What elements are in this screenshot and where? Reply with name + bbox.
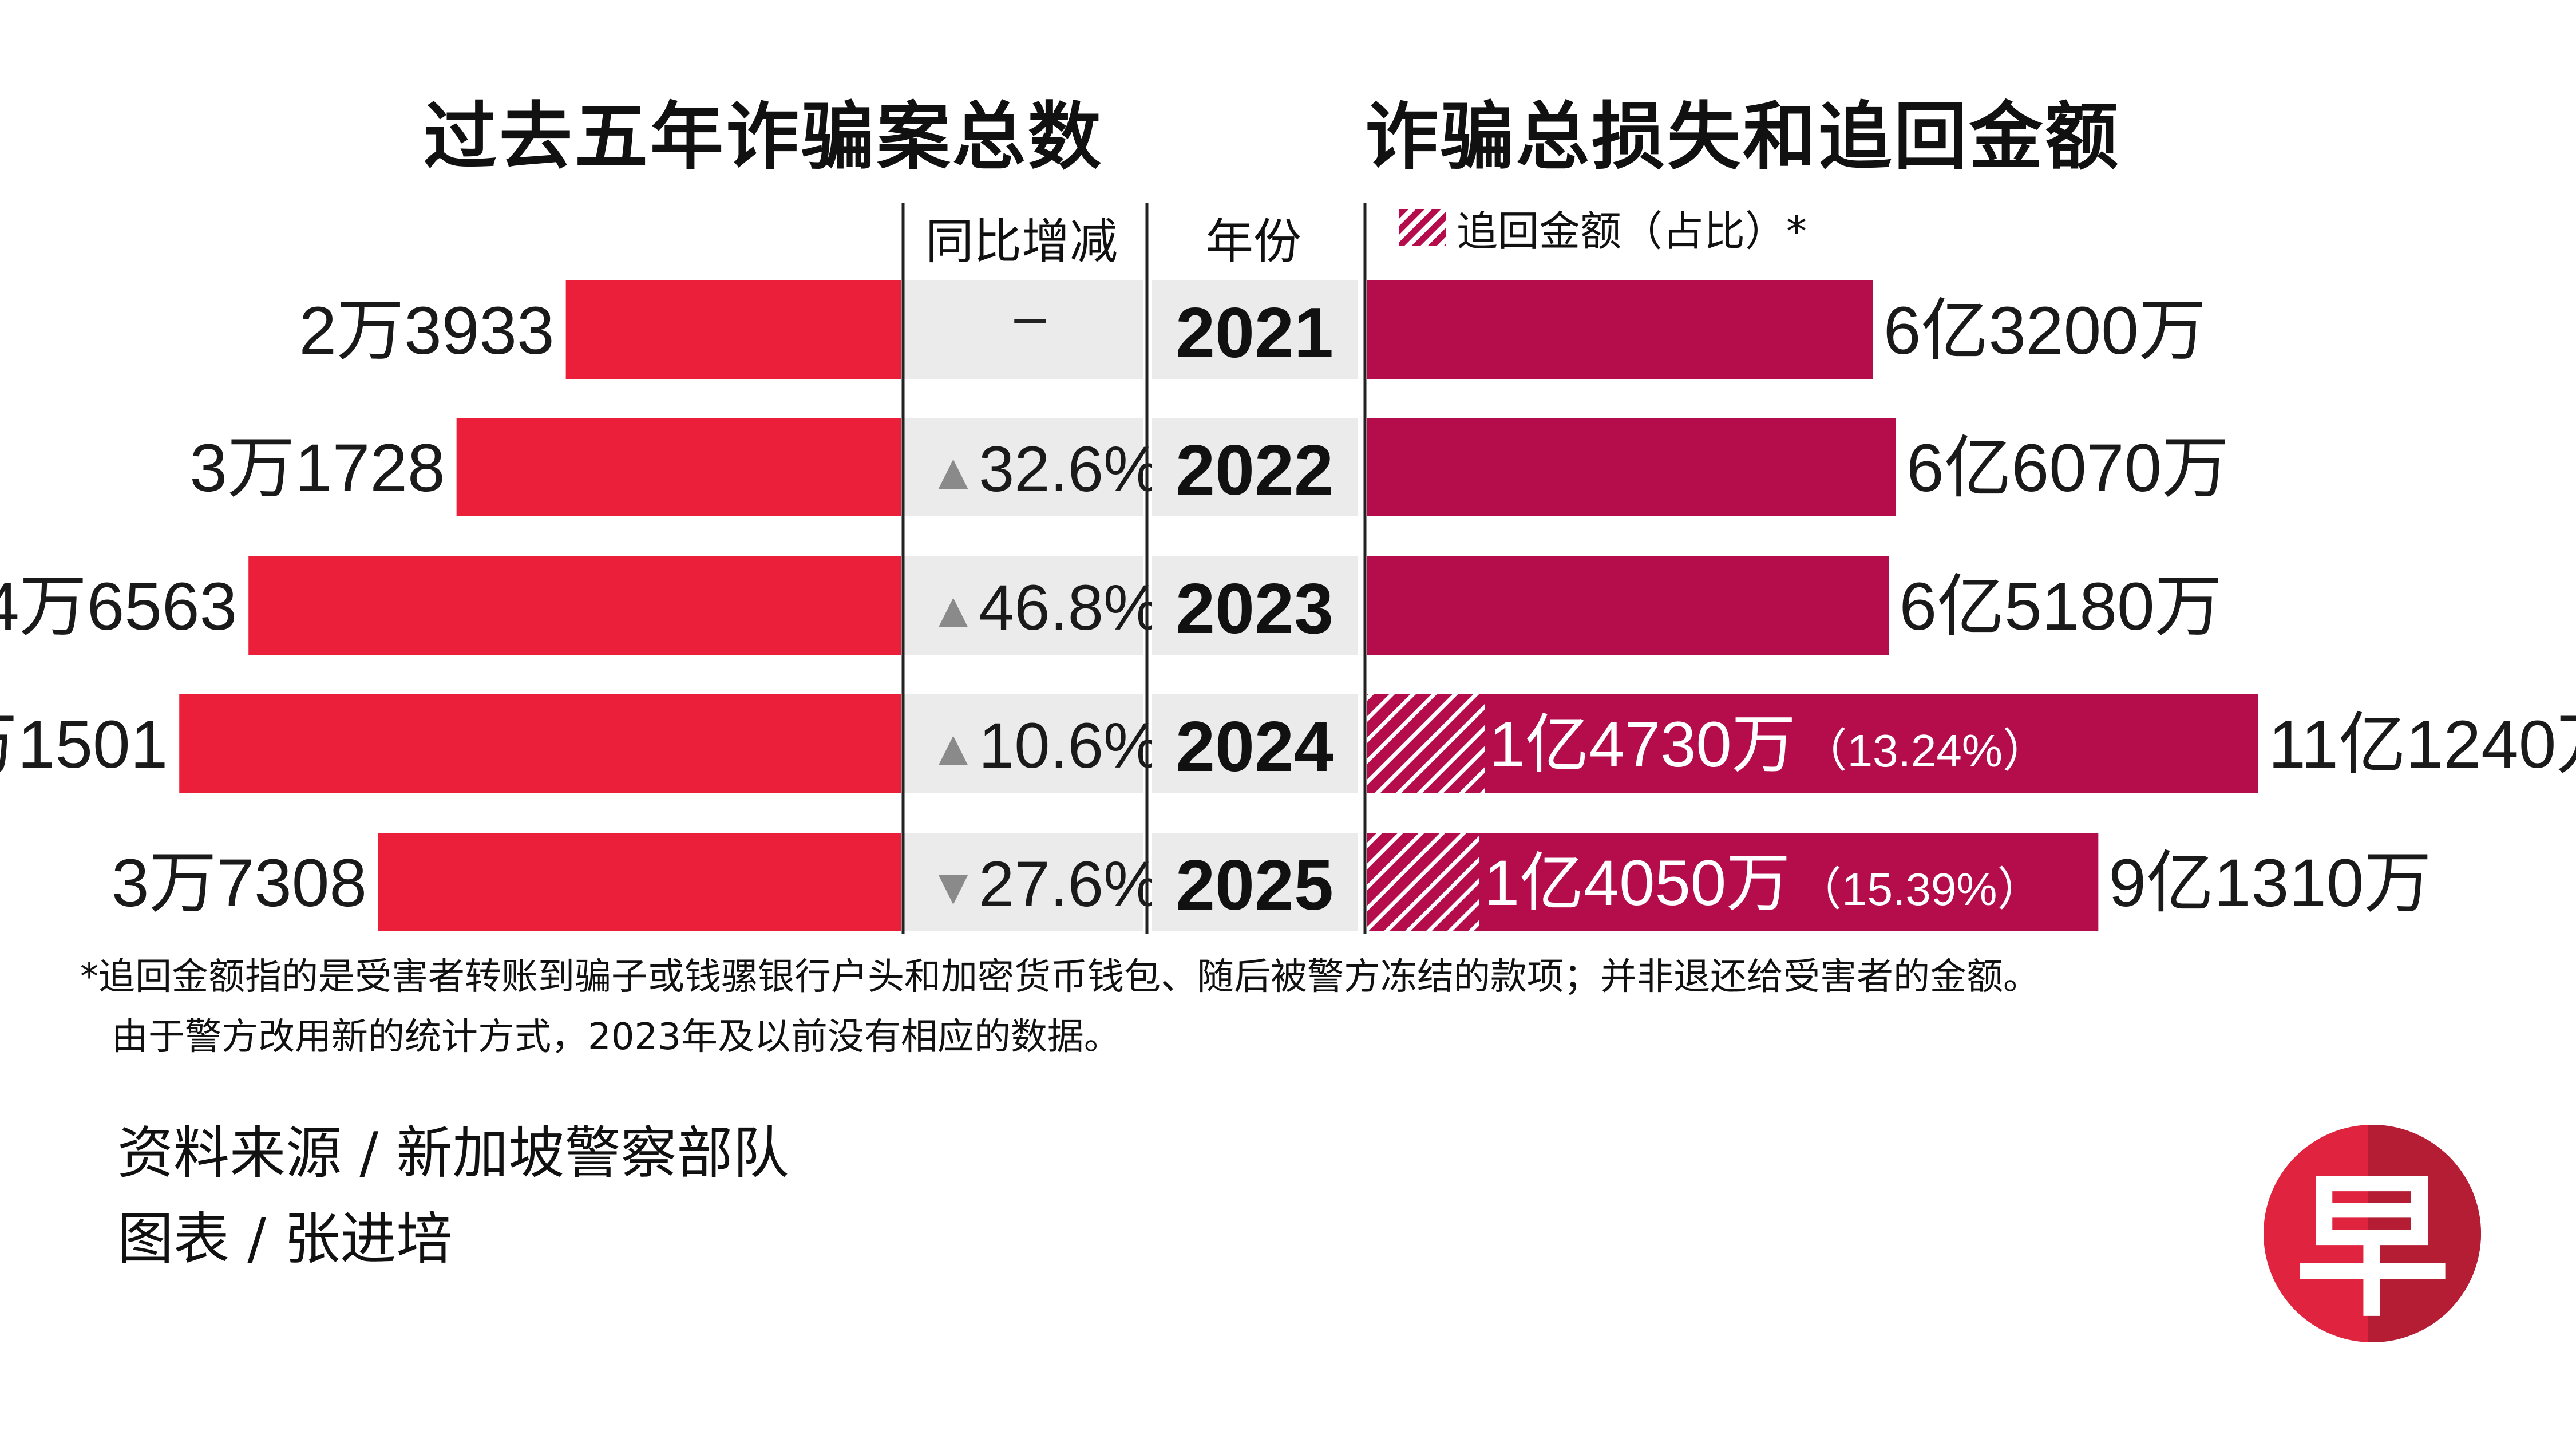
cases-bar-2024 (179, 694, 902, 793)
recovered-share-2025: （15.39%） (1796, 864, 2043, 915)
year-cell-2022 (1152, 418, 1358, 516)
recovered-legend-label: 追回金额（占比）* (1457, 207, 1807, 255)
year-cell-2025 (1152, 833, 1358, 931)
yoy-arrow-2024: ▲ (928, 720, 978, 776)
year-label-2023: 2023 (1176, 570, 1333, 649)
footnote-line-1: *追回金额指的是受害者转账到骗子或钱骡银行户头和加密货币钱包、随后被警方冻结的款… (80, 956, 2040, 998)
hatched-legend-swatch (1399, 209, 1446, 246)
cases-bar-2025 (378, 833, 901, 931)
yoy-arrow-2025: ▼ (928, 858, 978, 915)
cases-value-2021: 2万3933 (299, 293, 555, 369)
recovered-amount-2024: 1亿4730万 (1489, 709, 1795, 780)
yoy-value-2022: 32.6% (979, 433, 1161, 505)
loss-bar-2024 (1367, 694, 2258, 793)
year-cell-2024 (1152, 694, 1358, 793)
yoy-cell-2022 (904, 418, 1143, 516)
yoy-value-2021: – (1014, 284, 1046, 348)
loss-bars-group: 6亿3200万 6亿6070万 6亿5180万 11亿1240万 1亿4730万（13.… (1367, 280, 2576, 931)
yoy-cell-2021 (904, 280, 1143, 379)
footnote-line-2: 由于警方改用新的统计方式，2023年及以前没有相应的数据。 (112, 1016, 1121, 1058)
loss-bar-2022 (1367, 418, 1896, 516)
year-column-group: 2021 2022 2023 2024 2025 (1152, 280, 1358, 931)
loss-value-2023: 6亿5180万 (1900, 569, 2222, 645)
year-label-2024: 2024 (1176, 707, 1333, 786)
cases-bar-2023 (248, 556, 901, 655)
recovered-amount-2025: 1亿4050万 (1484, 847, 1790, 919)
cases-value-2023: 4万6563 (0, 569, 237, 645)
recovered-share-2024: （13.24%） (1802, 725, 2048, 776)
yoy-value-2025: 27.6% (979, 848, 1161, 920)
yoy-cell-2023 (904, 556, 1143, 655)
yoy-cell-2024 (904, 694, 1143, 793)
source-credit: 资料来源 / 新加坡警察部队 (117, 1121, 789, 1186)
year-cell-2023 (1152, 556, 1358, 655)
logo-glyph: 早 (2295, 1155, 2450, 1338)
graphic-credit: 图表 / 张进培 (117, 1207, 453, 1272)
yoy-value-2023: 46.8% (979, 572, 1161, 643)
logo-shade (2368, 1125, 2481, 1342)
cases-bar-2022 (456, 418, 901, 516)
recovered-legend: 追回金额（占比）* (1399, 197, 1807, 258)
cases-value-2022: 3万1728 (190, 430, 445, 506)
loss-bar-2023 (1367, 556, 1889, 655)
year-label-2021: 2021 (1176, 294, 1333, 373)
yoy-column-header: 同比增减 (925, 214, 1118, 270)
yoy-column-group: –▲ 32.6%▲ 46.8%▲ 10.6%▼ 27.6% (904, 280, 1161, 931)
cases-chart-title: 过去五年诈骗案总数 (424, 94, 1104, 180)
yoy-cell-2025 (904, 833, 1143, 931)
loss-chart-title: 诈骗总损失和追回金额 (1365, 94, 2121, 180)
year-column-header: 年份 (1205, 214, 1301, 270)
loss-bar-2025 (1367, 833, 2099, 931)
year-label-2025: 2025 (1176, 846, 1333, 925)
cases-value-2024: 5万1501 (0, 707, 168, 782)
loss-value-2022: 6亿6070万 (1906, 430, 2229, 506)
recovered-value-2025: 1亿4050万 （15.39%） (1484, 847, 2043, 919)
year-label-2022: 2022 (1176, 431, 1333, 510)
cases-bar-2021 (565, 280, 901, 379)
scam-chart: 2万39333万17284万65635万15013万7308 –▲32.6%▲4… (0, 203, 2576, 934)
zaobao-logo: 早 (2264, 1125, 2481, 1342)
recovered-value-2024: 1亿4730万 （13.24%） (1489, 709, 2048, 780)
year-cell-2021 (1152, 280, 1358, 379)
cases-bars-group: 2万3933 3万1728 4万6563 5万1501 3万7308 (0, 280, 902, 931)
yoy-arrow-2023: ▲ (928, 582, 978, 638)
divider-lines (901, 203, 1367, 934)
recovered-bar-2025 (1367, 833, 1479, 931)
loss-bar-2021 (1367, 280, 1873, 379)
loss-value-2021: 6亿3200万 (1883, 293, 2206, 369)
yoy-arrow-2022: ▲ (928, 443, 978, 500)
loss-value-2025: 9亿1310万 (2108, 845, 2431, 921)
recovered-bar-2024 (1367, 694, 1485, 793)
loss-value-2024: 11亿1240万 (2268, 707, 2576, 782)
cases-value-2025: 3万7308 (112, 845, 367, 921)
yoy-value-2024: 10.6% (979, 710, 1161, 781)
